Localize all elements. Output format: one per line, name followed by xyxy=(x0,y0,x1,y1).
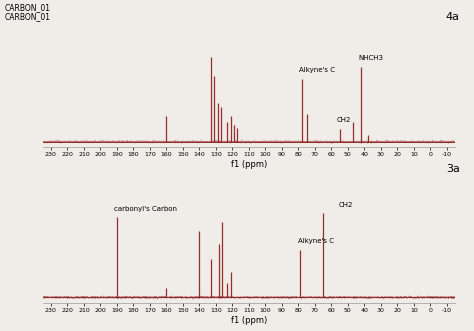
Text: CH2: CH2 xyxy=(338,203,353,209)
X-axis label: f1 (ppm): f1 (ppm) xyxy=(231,315,267,324)
Text: NHCH3: NHCH3 xyxy=(358,55,383,61)
Text: CARBON_01: CARBON_01 xyxy=(5,3,51,12)
Text: carbonyl's Carbon: carbonyl's Carbon xyxy=(114,206,177,212)
Text: 3a: 3a xyxy=(446,164,460,174)
Text: Alkyne's C: Alkyne's C xyxy=(298,238,334,244)
Text: CARBON_01: CARBON_01 xyxy=(5,13,51,22)
X-axis label: f1 (ppm): f1 (ppm) xyxy=(231,160,267,169)
Text: CH2: CH2 xyxy=(337,118,352,123)
Text: Alkyne's C: Alkyne's C xyxy=(299,67,335,73)
Text: 4a: 4a xyxy=(446,12,460,22)
